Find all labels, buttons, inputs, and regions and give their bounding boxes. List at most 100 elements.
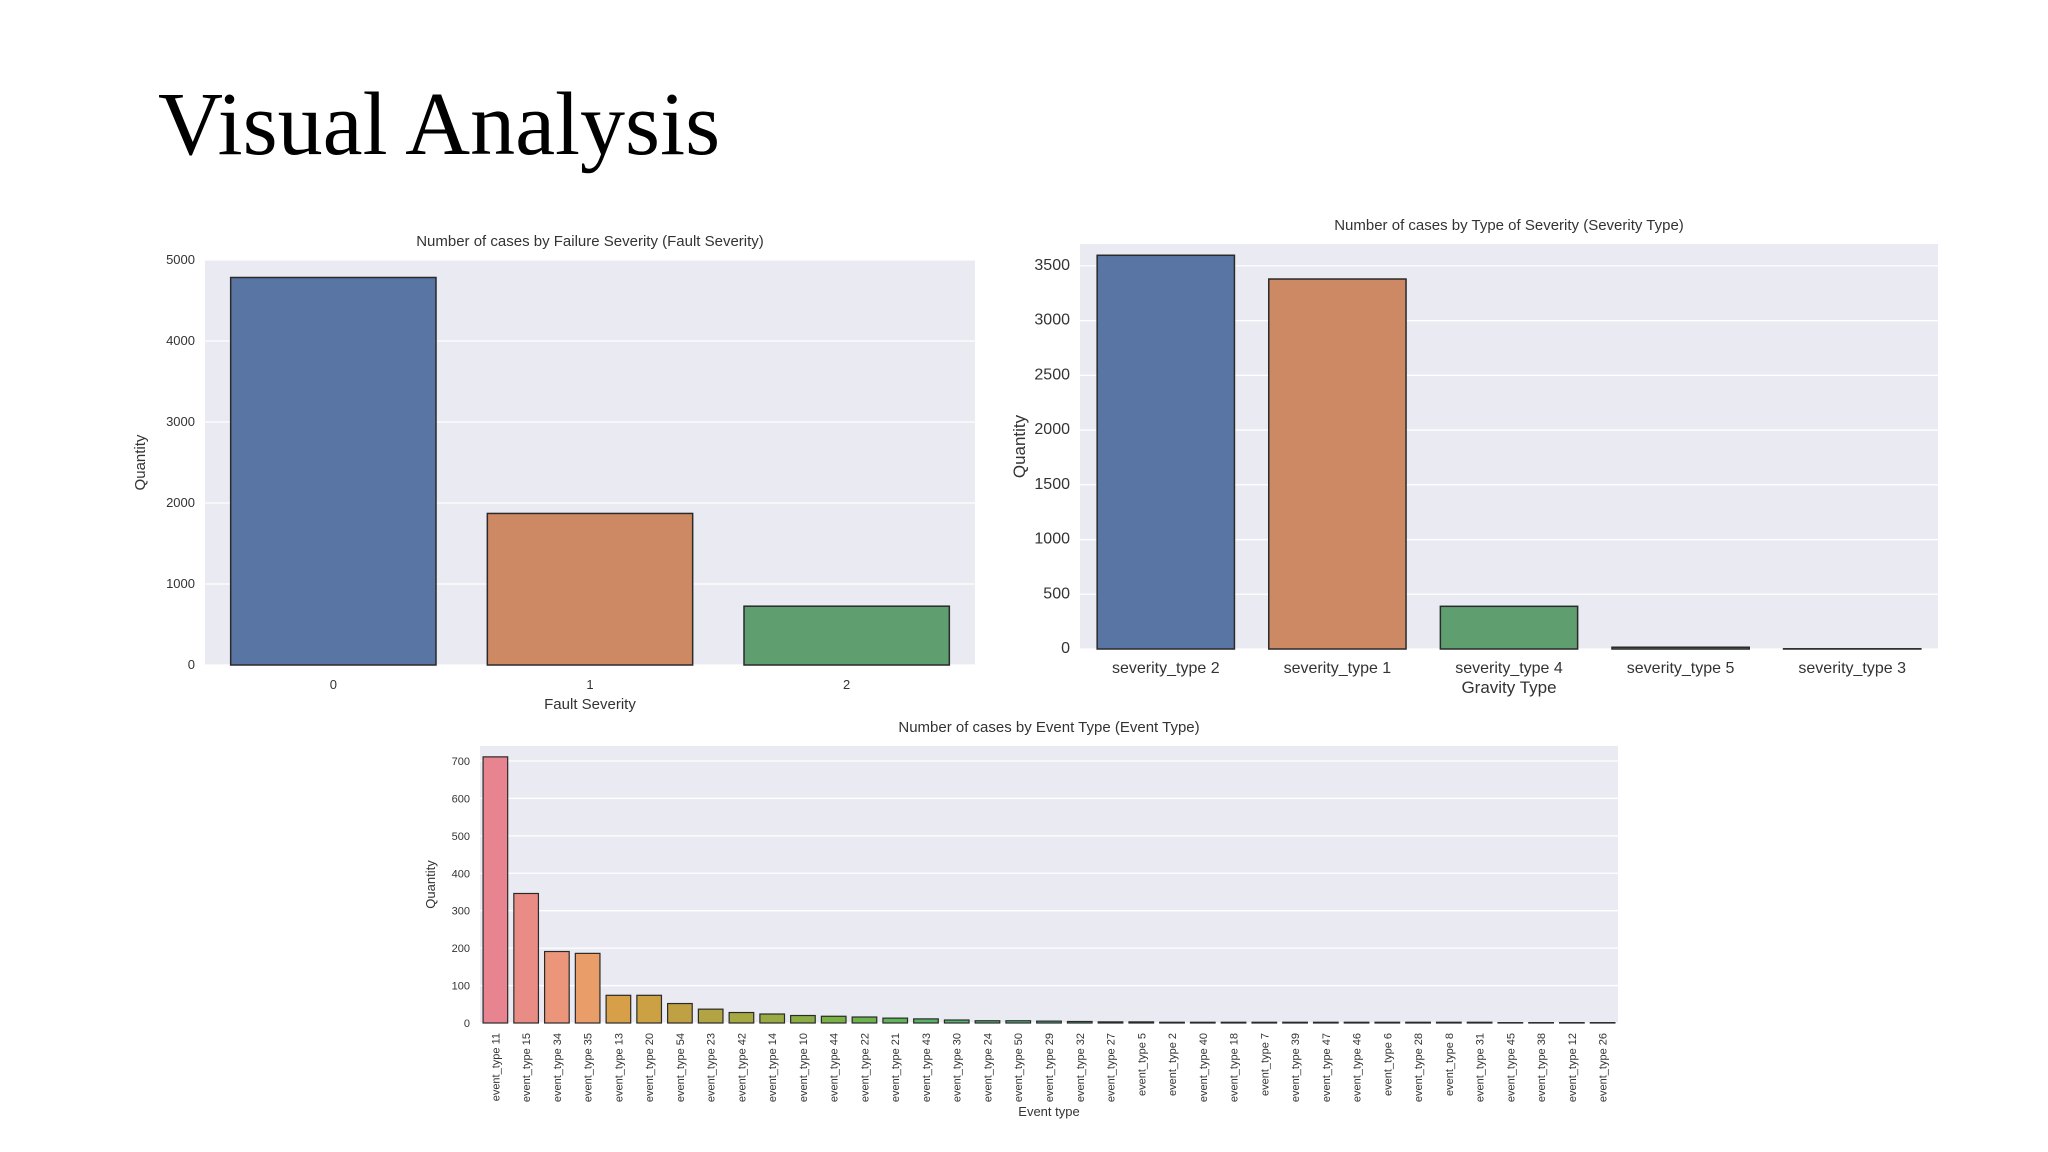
bar-event_type-43 <box>913 1018 939 1024</box>
x-tick-label: event_type 34 <box>552 1033 564 1102</box>
x-tick-label: event_type 12 <box>1567 1033 1579 1102</box>
x-tick-label: event_type 40 <box>1198 1033 1210 1102</box>
bar-event_type-14 <box>759 1013 786 1024</box>
x-axis-label: Gravity Type <box>1461 678 1556 697</box>
bar-event_type-7 <box>1251 1021 1278 1024</box>
bar-event_type-30 <box>943 1019 970 1024</box>
y-tick-label: 4000 <box>166 333 195 348</box>
x-tick-label: event_type 42 <box>736 1033 748 1102</box>
y-tick-label: 2000 <box>1034 421 1070 438</box>
bar-event_type-11 <box>482 756 509 1024</box>
x-tick-label: event_type 28 <box>1413 1033 1425 1102</box>
bar-event_type-24 <box>974 1020 1001 1024</box>
bar-event_type-28 <box>1405 1021 1431 1024</box>
bar-event_type-29 <box>1036 1020 1062 1024</box>
bar-event_type-47 <box>1312 1021 1339 1024</box>
x-tick-label: 2 <box>843 677 850 692</box>
y-tick-label: 200 <box>452 943 470 955</box>
y-tick-label: 500 <box>1043 585 1070 602</box>
bar-event_type-8 <box>1435 1021 1462 1024</box>
bar-event_type-39 <box>1282 1021 1308 1024</box>
x-tick-label: event_type 13 <box>613 1033 625 1102</box>
bar-event_type-13 <box>605 994 632 1024</box>
y-tick-label: 100 <box>452 981 470 993</box>
bar-event_type-35 <box>574 952 601 1024</box>
x-axis-label: Fault Severity <box>544 696 636 713</box>
x-tick-label: event_type 43 <box>921 1033 933 1102</box>
y-tick-label: 600 <box>452 793 470 805</box>
bar-severity_type-4 <box>1439 605 1579 650</box>
x-tick-label: event_type 29 <box>1044 1033 1056 1102</box>
x-tick-label: event_type 47 <box>1321 1033 1333 1102</box>
bar-event_type-15 <box>513 892 540 1024</box>
x-tick-label: event_type 38 <box>1536 1033 1548 1102</box>
x-tick-label: 0 <box>330 677 337 692</box>
bar-event_type-10 <box>790 1014 816 1024</box>
y-tick-label: 0 <box>1061 640 1070 657</box>
y-tick-label: 500 <box>452 831 470 843</box>
bar-event_type-6 <box>1374 1021 1401 1024</box>
bar-event_type-32 <box>1066 1020 1093 1024</box>
bar-event_type-21 <box>882 1017 909 1024</box>
y-tick-label: 1000 <box>166 576 195 591</box>
y-tick-label: 1000 <box>1034 531 1070 548</box>
x-tick-label: event_type 18 <box>1229 1033 1241 1102</box>
y-axis-label: Quantity <box>1010 414 1029 478</box>
x-tick-label: severity_type 5 <box>1627 660 1735 677</box>
x-tick-label: event_type 54 <box>675 1033 687 1102</box>
x-tick-label: event_type 30 <box>952 1033 964 1102</box>
fault-severity-chart: 0 1000 2000 3000 4000 5000 0 1 2 Number of cases … <box>132 233 975 713</box>
x-tick-label: event_type 2 <box>1167 1033 1179 1096</box>
bar-severity_type-2 <box>1096 254 1236 650</box>
bar-2 <box>743 605 951 666</box>
chart-title: Number of cases by Type of Severity (Sev… <box>1334 217 1684 234</box>
x-tick-label: 1 <box>586 677 593 692</box>
x-tick-label: event_type 14 <box>767 1033 779 1102</box>
bar-event_type-54 <box>667 1002 693 1024</box>
bar-event_type-5 <box>1128 1021 1155 1024</box>
severity-type-chart: 0 500 1000 1500 2000 2500 3000 3500 severity_typ… <box>1010 217 1938 697</box>
bar-1 <box>486 512 694 666</box>
bar-event_type-27 <box>1097 1021 1124 1024</box>
plot-area <box>480 746 1618 1023</box>
x-tick-label: event_type 24 <box>982 1033 994 1102</box>
bar-event_type-40 <box>1189 1021 1216 1024</box>
y-tick-label: 1500 <box>1034 476 1070 493</box>
x-tick-label: severity_type 1 <box>1284 660 1392 677</box>
x-tick-label: event_type 26 <box>1598 1033 1610 1102</box>
x-tick-label: event_type 8 <box>1444 1033 1456 1096</box>
x-tick-label: event_type 5 <box>1136 1033 1148 1096</box>
x-axis-label: Event type <box>1018 1104 1079 1119</box>
bar-event_type-50 <box>1005 1020 1032 1024</box>
x-tick-label: event_type 10 <box>798 1033 810 1102</box>
x-tick-label: event_type 21 <box>890 1033 902 1102</box>
x-tick-label: event_type 11 <box>490 1033 502 1101</box>
x-tick-label: severity_type 4 <box>1455 660 1563 677</box>
bar-event_type-20 <box>636 994 663 1024</box>
y-tick-label: 0 <box>188 657 195 672</box>
y-axis-label: Quantity <box>132 434 149 490</box>
slide-title: Visual Analysis <box>158 75 721 174</box>
x-tick-label: event_type 50 <box>1013 1033 1025 1102</box>
bar-event_type-22 <box>851 1016 878 1024</box>
y-tick-label: 300 <box>452 906 470 918</box>
y-tick-label: 0 <box>464 1018 470 1030</box>
y-tick-label: 2000 <box>166 495 195 510</box>
bar-event_type-44 <box>820 1015 847 1024</box>
event-type-chart: 0 100 200 300 400 500 600 700 event_type 11 event… <box>423 719 1618 1119</box>
bar-event_type-42 <box>728 1011 755 1024</box>
y-tick-label: 5000 <box>166 252 195 267</box>
x-tick-label: event_type 32 <box>1075 1033 1087 1102</box>
y-tick-label: 400 <box>452 868 470 880</box>
x-tick-label: event_type 31 <box>1475 1033 1487 1102</box>
bar-0 <box>229 276 437 666</box>
bar-severity_type-5 <box>1611 646 1750 650</box>
y-tick-label: 3000 <box>166 414 195 429</box>
bar-event_type-46 <box>1343 1021 1370 1024</box>
x-tick-label: event_type 22 <box>859 1033 871 1102</box>
x-tick-label: event_type 39 <box>1290 1033 1302 1102</box>
y-tick-label: 700 <box>452 756 470 768</box>
bar-event_type-2 <box>1159 1021 1185 1024</box>
x-tick-label: event_type 35 <box>583 1033 595 1102</box>
y-tick-label: 3000 <box>1034 312 1070 329</box>
